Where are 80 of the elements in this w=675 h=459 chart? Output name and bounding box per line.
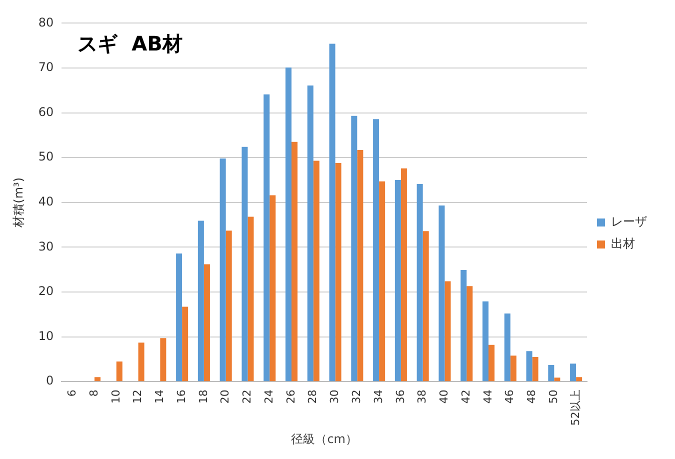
bar — [379, 181, 386, 382]
bar — [504, 314, 510, 382]
bar — [292, 142, 298, 382]
bar — [116, 361, 122, 382]
bar — [576, 377, 582, 382]
bar — [357, 150, 364, 382]
bar — [394, 180, 401, 382]
y-tick-label: 80 — [38, 15, 54, 30]
y-tick-label: 10 — [38, 328, 54, 343]
y-tick-label: 70 — [38, 60, 54, 74]
bar — [444, 281, 451, 382]
x-tick-label: 20 — [218, 390, 232, 404]
x-tick-label: 18 — [196, 390, 210, 404]
bar — [335, 162, 342, 382]
bar — [270, 195, 276, 382]
bar — [532, 356, 538, 382]
x-tick-label: 26 — [284, 390, 298, 404]
bar — [460, 270, 467, 382]
x-tick-label: 22 — [240, 390, 254, 404]
bar — [373, 119, 380, 382]
bar — [548, 365, 554, 382]
bar — [329, 44, 336, 382]
bar — [554, 378, 560, 382]
x-axis-title: 径級（cm） — [291, 432, 358, 446]
bar — [204, 264, 210, 382]
x-tick-label: 52以上 — [568, 390, 582, 426]
y-tick-label: 0 — [46, 374, 54, 388]
y-tick-label: 30 — [38, 239, 54, 254]
x-tick-label: 16 — [174, 390, 188, 404]
bar — [220, 158, 226, 382]
bar — [400, 168, 407, 382]
legend-label: レーザ — [611, 214, 647, 229]
bar — [416, 184, 423, 382]
y-tick-label: 40 — [38, 194, 54, 209]
bar — [285, 68, 292, 382]
x-tick-label: 28 — [306, 390, 320, 404]
x-tick-label: 10 — [109, 390, 122, 404]
bar — [94, 377, 101, 382]
bar — [138, 342, 144, 382]
x-tick-label: 42 — [459, 390, 472, 404]
legend-label: 出材 — [611, 236, 635, 251]
y-tick-label: 60 — [38, 104, 54, 119]
bar — [438, 206, 445, 382]
y-tick-label: 50 — [38, 150, 54, 164]
bar — [510, 356, 516, 382]
bar — [570, 364, 576, 382]
y-axis-title: 材積(m³) — [11, 177, 26, 228]
bar — [182, 306, 188, 382]
bar — [482, 301, 488, 382]
x-tick-label: 36 — [394, 390, 407, 404]
x-tick-label: 34 — [372, 390, 385, 404]
bar — [248, 216, 254, 382]
x-tick-label: 12 — [131, 390, 144, 404]
x-tick-label: 40 — [438, 390, 451, 404]
text: スギ AB材 — [78, 31, 182, 56]
bar — [176, 253, 182, 382]
x-tick-label: 8 — [87, 390, 100, 397]
y-tick-label: 20 — [38, 284, 54, 298]
x-tick-label: 38 — [416, 390, 429, 404]
x-tick-label: 32 — [350, 390, 364, 404]
x-tick-label: 6 — [65, 390, 78, 397]
x-tick-label: 46 — [503, 390, 516, 404]
bar — [242, 146, 248, 382]
bar — [160, 338, 166, 382]
bar — [488, 344, 495, 382]
bar — [526, 351, 532, 382]
bar — [198, 220, 204, 382]
x-tick-label: 50 — [547, 390, 560, 404]
bar — [351, 116, 358, 382]
bar — [466, 286, 473, 382]
bar — [264, 94, 270, 382]
x-tick-label: 44 — [481, 390, 494, 404]
x-tick-label: 24 — [262, 390, 276, 404]
bar — [307, 85, 314, 382]
bar — [313, 160, 320, 382]
x-tick-label: 14 — [153, 390, 166, 404]
bar — [226, 230, 232, 382]
x-tick-label: 48 — [525, 390, 538, 404]
bar — [422, 231, 429, 382]
x-tick-label: 30 — [328, 390, 342, 404]
